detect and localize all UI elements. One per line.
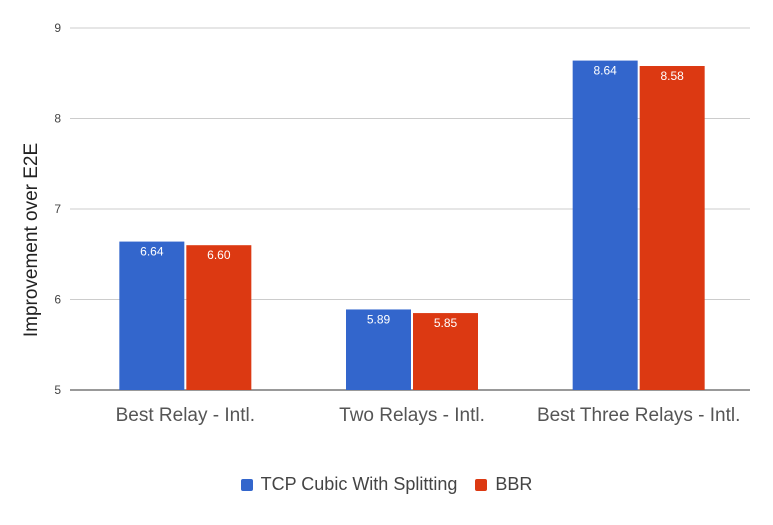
- legend: TCP Cubic With Splitting BBR: [0, 474, 773, 495]
- bar-tcp-cubic[interactable]: [572, 60, 638, 391]
- y-tick-label: 7: [54, 202, 61, 216]
- legend-item-tcp-cubic[interactable]: TCP Cubic With Splitting: [240, 474, 458, 495]
- bar-chart: 5 6 7 8 9 6.64 6.60 5.89 5.85 8.64 8.58 Best Rela…: [21, 21, 750, 426]
- bar-value-label: 5.89: [367, 312, 391, 326]
- bar-value-label: 6.64: [140, 245, 164, 259]
- y-axis-title: Improvement over E2E: [21, 143, 42, 337]
- x-tick-label: Two Relays - Intl.: [339, 405, 485, 426]
- y-tick-label: 6: [54, 293, 61, 307]
- legend-item-bbr[interactable]: BBR: [475, 474, 532, 495]
- y-tick-label: 5: [54, 383, 61, 397]
- bar-value-label: 8.64: [593, 64, 617, 78]
- x-tick-label: Best Three Relays - Intl.: [537, 405, 740, 426]
- bar-bbr[interactable]: [639, 66, 705, 390]
- legend-swatch-tcp-cubic: [240, 478, 253, 491]
- bar-tcp-cubic[interactable]: [346, 309, 411, 390]
- bars: [119, 60, 705, 391]
- bar-value-label: 5.85: [434, 316, 458, 330]
- legend-swatch-bbr: [475, 478, 488, 491]
- bar-bbr[interactable]: [413, 313, 478, 390]
- legend-label-bbr: BBR: [495, 474, 533, 494]
- bar-value-label: 8.58: [660, 69, 684, 83]
- bar-bbr[interactable]: [186, 245, 252, 390]
- y-axis-ticks: 5 6 7 8 9: [54, 21, 61, 397]
- y-tick-label: 8: [54, 112, 61, 126]
- bar-tcp-cubic[interactable]: [119, 241, 185, 390]
- y-tick-label: 9: [54, 21, 61, 35]
- x-axis-ticks: Best Relay - Intl. Two Relays - Intl. Best…: [116, 405, 741, 426]
- data-labels: 6.64 6.60 5.89 5.85 8.64 8.58: [140, 64, 684, 330]
- legend-label-tcp-cubic: TCP Cubic With Splitting: [260, 474, 458, 494]
- x-tick-label: Best Relay - Intl.: [116, 405, 255, 426]
- bar-value-label: 6.60: [207, 248, 231, 262]
